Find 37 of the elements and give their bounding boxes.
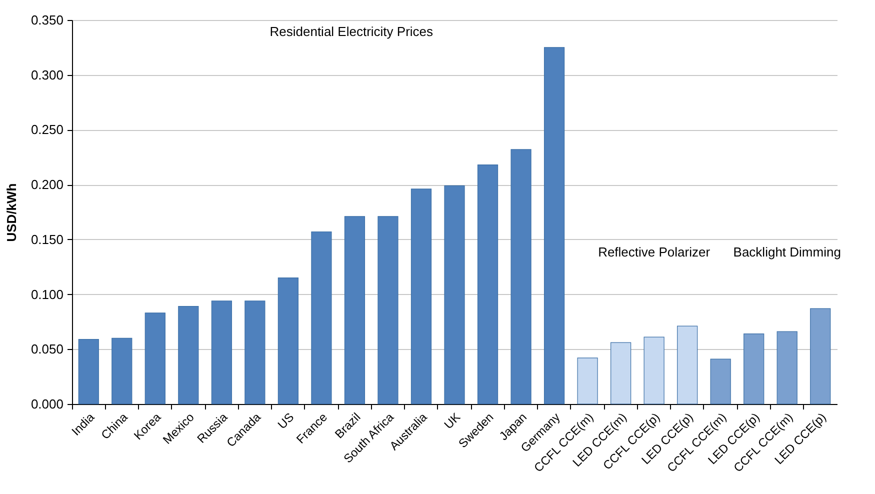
bar <box>510 149 532 404</box>
bar <box>410 188 432 404</box>
x-tick-label: US <box>274 410 297 432</box>
bar <box>776 331 798 404</box>
y-tick-label: 0.300 <box>30 67 64 82</box>
bar <box>311 231 332 404</box>
y-tick-label: 0.100 <box>30 286 64 302</box>
bar <box>244 300 266 404</box>
y-tick-label: 0.200 <box>30 177 64 192</box>
bar <box>178 306 199 404</box>
bar <box>610 342 632 404</box>
y-tick-label: 0.000 <box>30 396 64 412</box>
bar <box>644 336 664 404</box>
bar <box>112 338 132 404</box>
y-tick-label: 0.250 <box>30 122 64 138</box>
annotation: Reflective Polarizer <box>598 244 711 260</box>
x-tick-label: UK <box>441 410 463 432</box>
bar <box>810 308 831 404</box>
annotation: Backlight Dimming <box>733 244 841 260</box>
bar <box>744 333 764 404</box>
y-axis-title: USD/kWh <box>4 183 19 242</box>
bar <box>577 358 598 404</box>
bar <box>710 358 731 404</box>
bar <box>477 164 498 404</box>
y-tick-label: 0.050 <box>30 342 64 357</box>
bar <box>78 338 99 404</box>
y-tick-label: 0.350 <box>30 12 64 28</box>
bar <box>444 185 465 404</box>
bar <box>278 278 298 404</box>
bar <box>677 326 698 404</box>
bar <box>378 216 398 404</box>
bar <box>544 47 565 404</box>
bar <box>344 216 366 404</box>
y-tick-label: 0.150 <box>30 232 64 247</box>
bar <box>144 312 166 404</box>
annotation: Residential Electricity Prices <box>270 24 434 40</box>
bar <box>211 300 232 404</box>
